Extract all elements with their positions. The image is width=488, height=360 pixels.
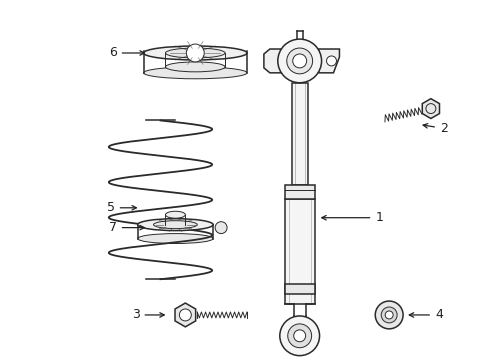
- Circle shape: [279, 316, 319, 356]
- Polygon shape: [175, 303, 195, 327]
- Ellipse shape: [143, 46, 246, 60]
- Circle shape: [215, 222, 226, 234]
- Bar: [284, 185, 314, 199]
- Circle shape: [374, 301, 402, 329]
- Bar: [291, 83, 307, 185]
- Ellipse shape: [165, 62, 224, 72]
- Text: 4: 4: [408, 309, 442, 321]
- Ellipse shape: [153, 221, 197, 229]
- Text: 3: 3: [131, 309, 164, 321]
- Circle shape: [381, 307, 396, 323]
- Ellipse shape: [165, 48, 224, 58]
- Text: 1: 1: [321, 211, 383, 224]
- Text: 6: 6: [109, 46, 144, 59]
- Circle shape: [179, 309, 191, 321]
- Circle shape: [186, 44, 204, 62]
- Ellipse shape: [143, 67, 246, 79]
- Ellipse shape: [165, 211, 185, 218]
- Circle shape: [385, 311, 392, 319]
- Circle shape: [287, 324, 311, 348]
- Polygon shape: [318, 49, 339, 73]
- Polygon shape: [422, 99, 439, 118]
- Text: 5: 5: [106, 201, 136, 214]
- Text: 2: 2: [422, 122, 447, 135]
- Ellipse shape: [137, 234, 213, 243]
- Circle shape: [277, 39, 321, 83]
- Ellipse shape: [137, 219, 213, 231]
- Bar: [284, 284, 314, 294]
- Polygon shape: [264, 49, 280, 73]
- Bar: [284, 199, 314, 304]
- Circle shape: [293, 330, 305, 342]
- Circle shape: [292, 54, 306, 68]
- Circle shape: [326, 56, 336, 66]
- Circle shape: [286, 48, 312, 74]
- Text: 7: 7: [108, 221, 144, 234]
